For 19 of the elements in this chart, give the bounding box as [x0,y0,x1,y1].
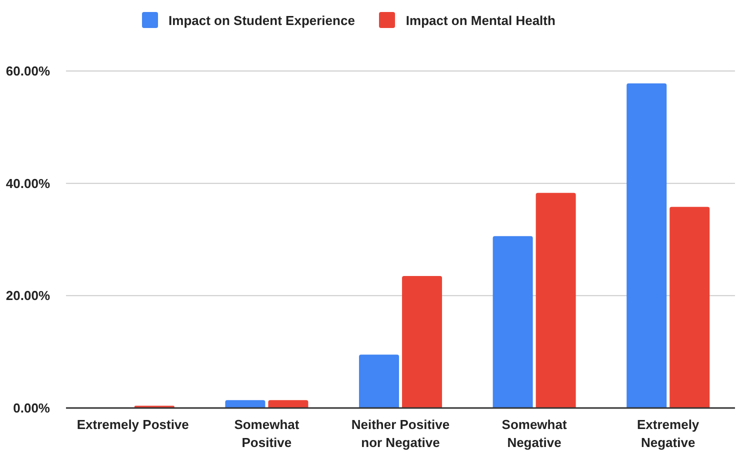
bar [536,192,576,408]
y-tick-label: 20.00% [6,288,50,304]
bar [225,400,266,408]
x-tick-label: Extremely Negative [637,417,700,450]
legend-label: Impact on Student Experience [168,12,355,28]
y-tick-label: 0.00% [13,400,50,416]
bar [359,354,400,408]
x-tick-label: Somewhat Positive [234,417,300,450]
bar [670,206,710,408]
legend-label: Impact on Mental Health [406,12,556,28]
x-tick-label: Extremely Postive [76,417,189,432]
bar [492,236,533,408]
bar [268,400,308,408]
y-tick-label: 40.00% [6,176,50,191]
bar [402,276,442,408]
bar [626,83,667,408]
y-tick-label: 60.00% [6,64,50,78]
x-tick-label: Somewhat Negative [502,417,568,450]
x-tick-label: Neither Positive nor Negative [351,417,450,450]
